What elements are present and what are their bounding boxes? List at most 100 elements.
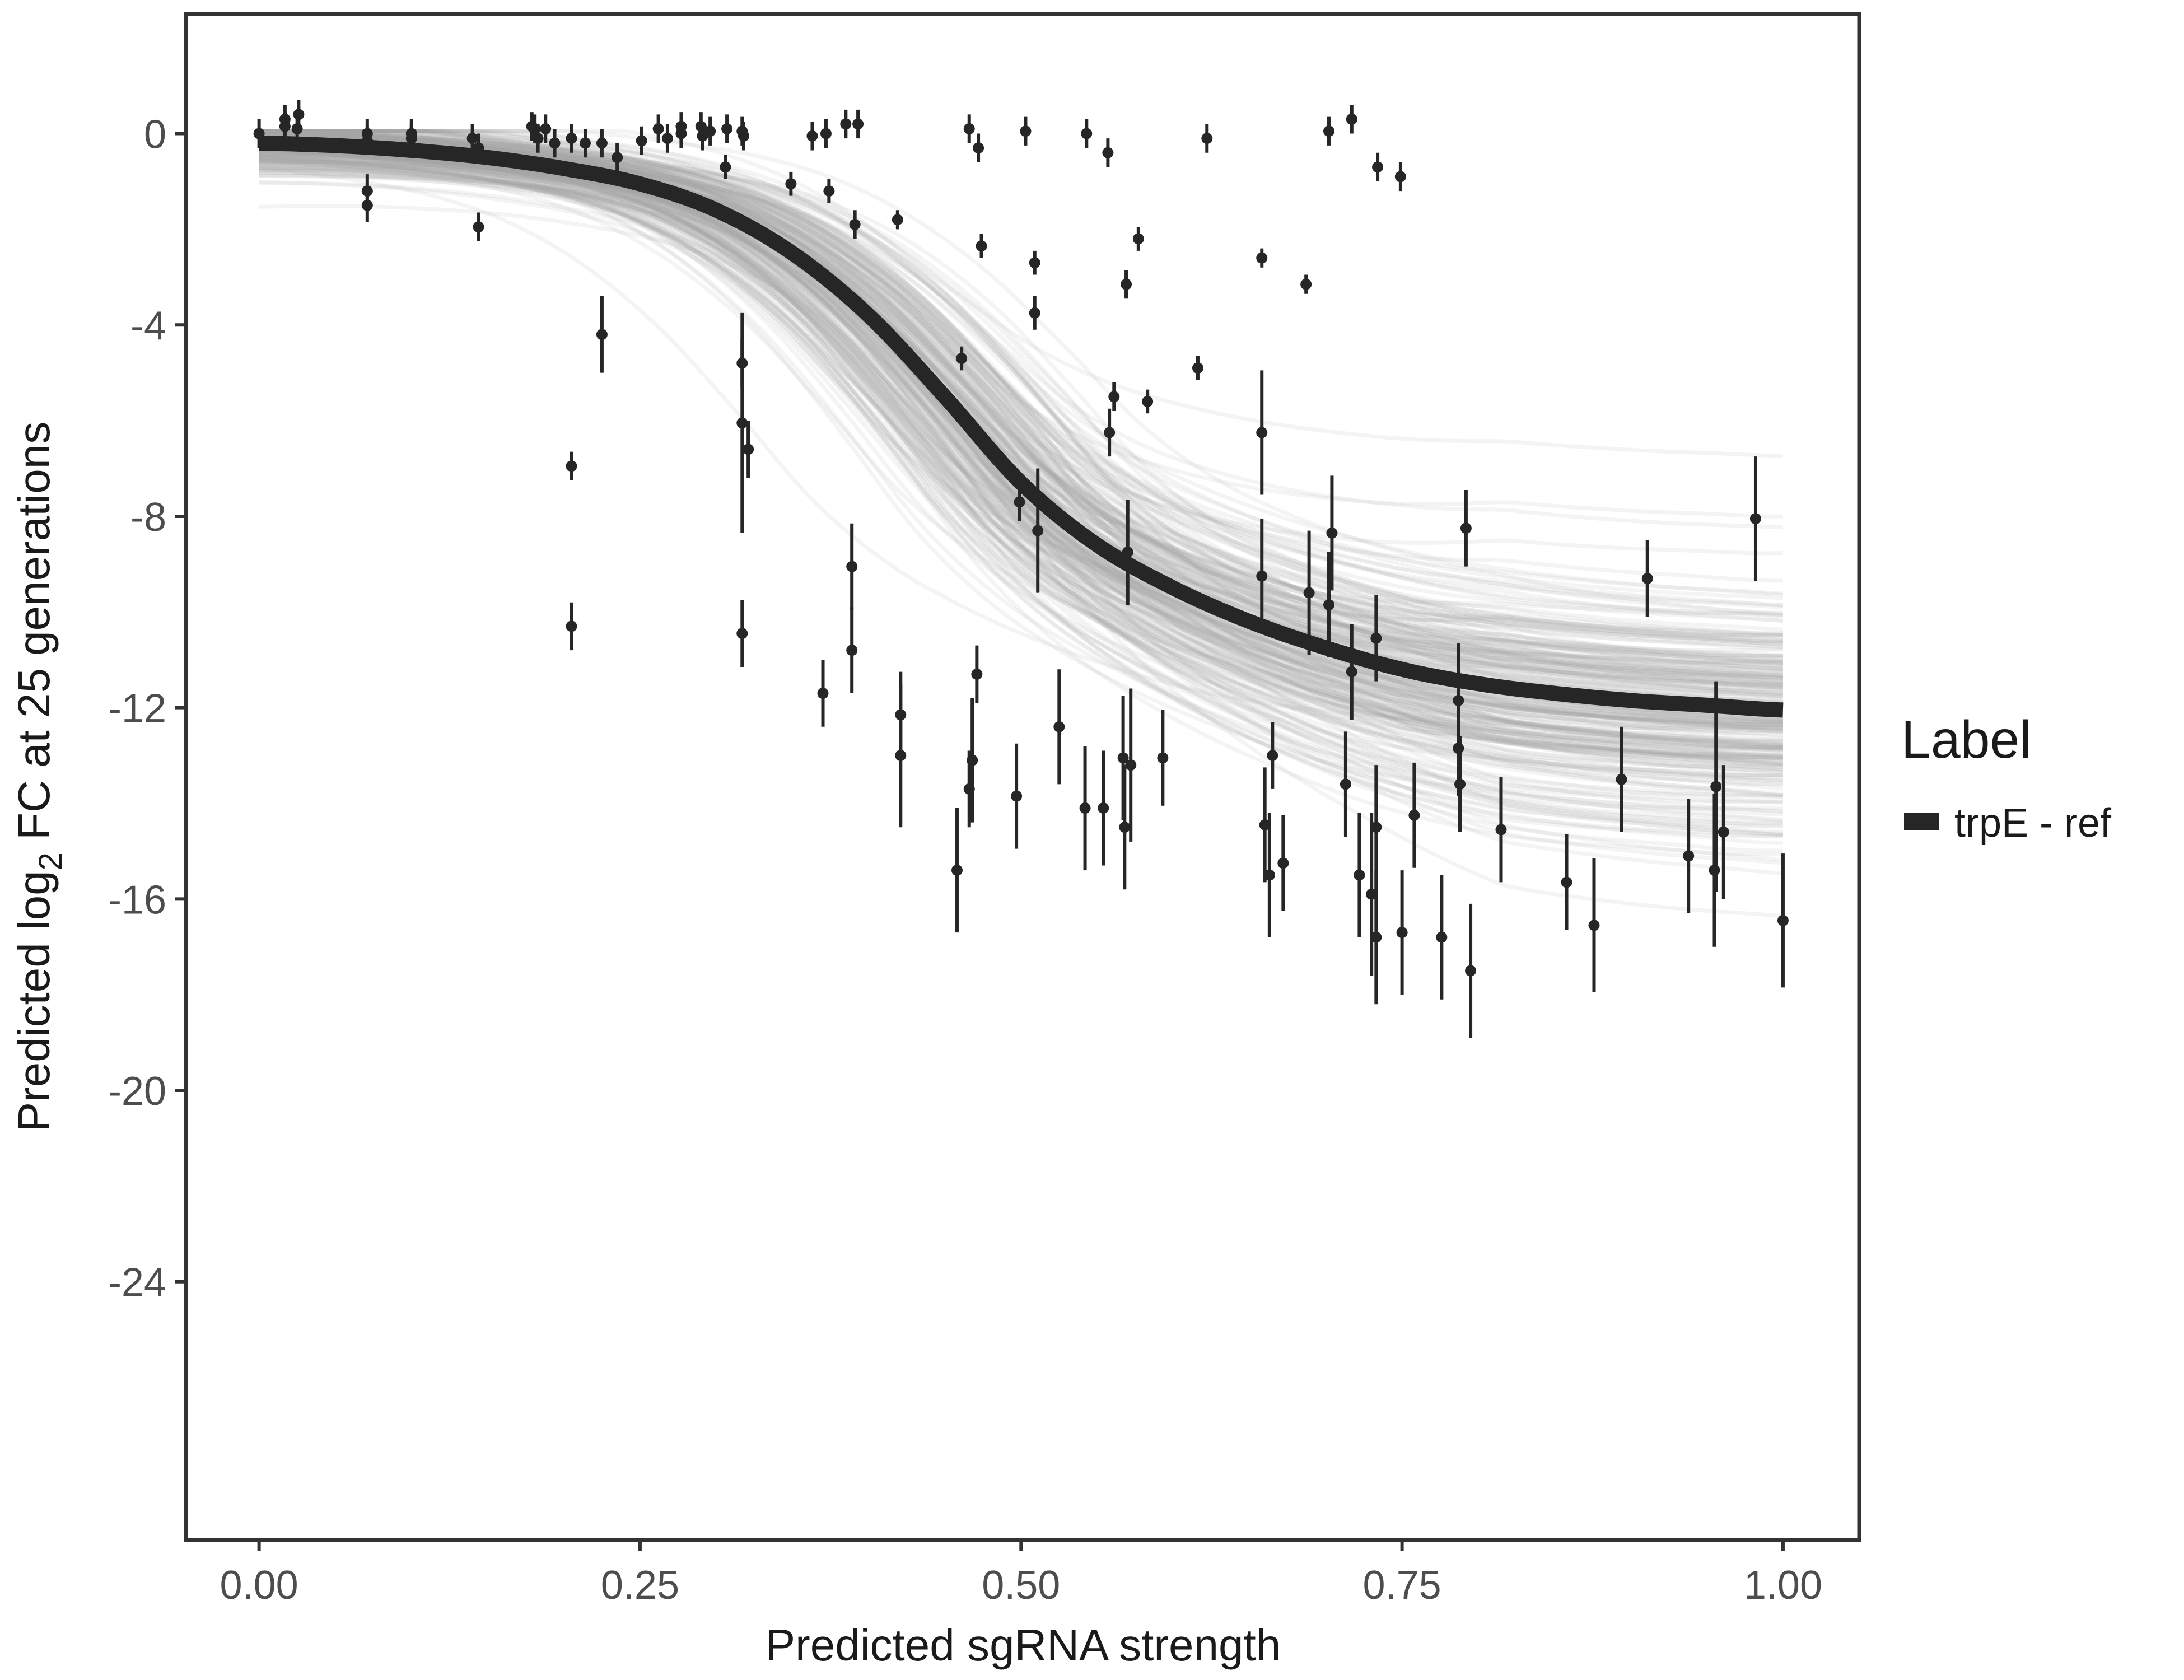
point-marker xyxy=(1201,133,1213,144)
data-point xyxy=(1192,356,1203,380)
data-point xyxy=(1300,274,1312,294)
y-tick-label: -12 xyxy=(108,687,166,731)
point-marker xyxy=(1259,819,1271,830)
posterior-draw-line xyxy=(259,143,1784,458)
posterior-draw-line xyxy=(259,138,1784,596)
posterior-draw-line xyxy=(259,129,1784,663)
point-marker xyxy=(1588,920,1600,931)
data-point xyxy=(566,451,577,480)
point-marker xyxy=(720,161,731,173)
point-marker xyxy=(738,130,749,142)
posterior-draw-line xyxy=(259,134,1784,679)
data-point xyxy=(291,114,303,143)
posterior-draw-line xyxy=(259,159,1783,664)
point-marker xyxy=(892,214,903,226)
posterior-draw-line xyxy=(259,180,1783,744)
posterior-draw-line xyxy=(259,129,1783,635)
posterior-draw-line xyxy=(259,155,1783,838)
posterior-draw-line xyxy=(259,165,1783,731)
data-point xyxy=(1032,468,1044,593)
point-marker xyxy=(1465,965,1477,977)
data-point xyxy=(661,124,673,153)
data-point xyxy=(1346,105,1357,134)
data-point xyxy=(1394,162,1406,192)
posterior-draw-line xyxy=(259,133,1784,666)
point-marker xyxy=(973,142,984,154)
y-tick-label: -8 xyxy=(130,495,166,540)
data-point xyxy=(967,698,978,823)
posterior-draw-line xyxy=(259,129,1784,696)
x-tick-label: 1.00 xyxy=(1744,1563,1822,1608)
data-point xyxy=(785,171,797,196)
posterior-draw-line xyxy=(259,156,1783,777)
x-axis: 0.00 0.25 0.50 0.75 1.00 xyxy=(220,1540,1822,1608)
posterior-draw-line xyxy=(259,133,1784,665)
point-marker xyxy=(1267,750,1278,762)
data-point xyxy=(1256,519,1268,634)
point-marker xyxy=(1121,278,1132,290)
point-marker xyxy=(1394,171,1406,183)
posterior-draw-line xyxy=(259,141,1783,824)
posterior-draw-line xyxy=(259,130,1784,674)
posterior-draw-line xyxy=(259,161,1784,649)
posterior-draw-line xyxy=(259,139,1783,810)
data-point xyxy=(532,124,544,153)
data-point xyxy=(1263,813,1275,937)
data-point xyxy=(1436,875,1448,1000)
data-point xyxy=(1020,116,1032,146)
data-point xyxy=(1259,767,1271,883)
posterior-draw-line xyxy=(259,134,1784,671)
data-point xyxy=(1053,669,1065,785)
posterior-draw-line xyxy=(259,181,1783,799)
point-marker xyxy=(566,460,577,472)
data-point xyxy=(361,188,373,222)
posterior-draw-line xyxy=(259,130,1784,768)
point-marker xyxy=(612,152,623,164)
x-tick-label: 0.25 xyxy=(601,1563,679,1608)
point-marker xyxy=(1053,721,1065,732)
point-marker xyxy=(895,750,907,762)
data-point xyxy=(1323,116,1334,146)
point-marker xyxy=(956,353,968,365)
point-marker xyxy=(291,123,303,135)
data-point xyxy=(1029,250,1040,275)
data-point xyxy=(1495,777,1507,883)
data-point xyxy=(652,114,664,143)
posterior-draw-line xyxy=(259,129,1784,876)
data-point xyxy=(361,126,373,155)
posterior-draw-line xyxy=(259,168,1783,556)
fit-curve xyxy=(259,136,1784,718)
posterior-draw-line xyxy=(259,129,1784,642)
data-point xyxy=(1588,858,1600,992)
point-marker xyxy=(963,123,975,135)
point-marker xyxy=(1081,128,1093,139)
point-marker xyxy=(806,130,818,142)
data-point xyxy=(473,133,484,162)
point-marker xyxy=(1029,307,1040,319)
point-marker xyxy=(823,185,835,197)
point-marker xyxy=(1749,513,1761,525)
data-point xyxy=(963,114,975,143)
y-tick-label: -16 xyxy=(108,878,166,922)
posterior-draw-line xyxy=(259,134,1784,646)
point-marker xyxy=(1323,599,1334,610)
data-point xyxy=(1256,370,1268,495)
data-point xyxy=(1370,765,1382,890)
posterior-draw-line xyxy=(259,155,1783,724)
point-marker xyxy=(1014,496,1025,508)
data-point xyxy=(1372,152,1384,181)
posterior-draw-line xyxy=(259,156,1783,653)
point-marker xyxy=(1454,778,1466,790)
posterior-draw-line xyxy=(259,144,1783,759)
posterior-draw-line xyxy=(259,156,1783,856)
posterior-draw-line xyxy=(259,154,1783,828)
point-marker xyxy=(596,329,608,340)
posterior-draw-line xyxy=(259,162,1783,727)
point-marker xyxy=(661,133,673,144)
point-marker xyxy=(967,754,978,766)
posterior-draw-line xyxy=(259,147,1783,804)
posterior-draw-line xyxy=(259,153,1784,704)
y-tick-label: 0 xyxy=(144,113,166,157)
data-point xyxy=(540,114,552,143)
point-marker xyxy=(1366,888,1378,900)
